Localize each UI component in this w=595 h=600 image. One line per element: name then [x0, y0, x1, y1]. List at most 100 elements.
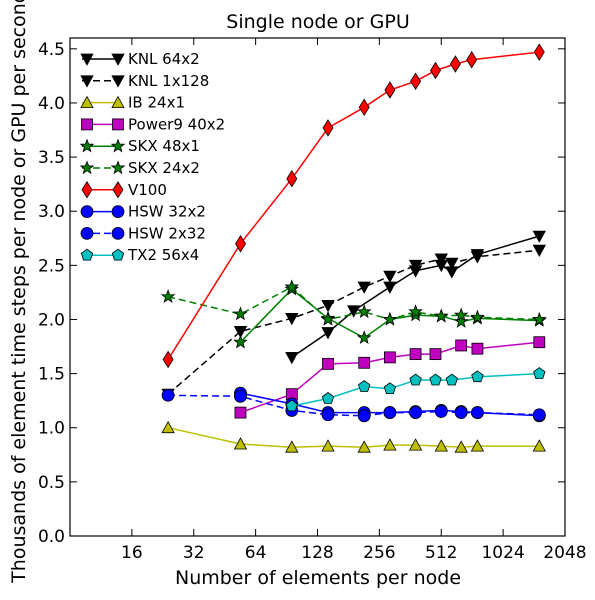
data-point	[470, 309, 485, 324]
data-point	[357, 409, 371, 423]
data-point	[357, 281, 371, 294]
data-point	[471, 342, 484, 355]
series-tx2-56x4	[285, 367, 546, 412]
legend-label: HSW 2x32	[128, 224, 206, 242]
legend-marker	[112, 118, 124, 131]
legend-marker	[111, 53, 125, 66]
data-point	[408, 438, 423, 451]
legend-marker	[80, 226, 94, 240]
data-point	[532, 439, 546, 452]
y-tick-label: 2.0	[38, 310, 65, 330]
legend-label: IB 24x1	[128, 94, 185, 112]
x-tick-label: 16	[121, 543, 143, 563]
data-point	[322, 357, 334, 370]
data-point	[321, 439, 335, 452]
legend-item: KNL 64x2	[80, 50, 200, 68]
legend: KNL 64x2 KNL 1x128 IB 24x1 Power9 40x2 SKX 4…	[79, 50, 225, 264]
data-point	[434, 405, 448, 418]
data-point	[233, 306, 248, 321]
data-point	[320, 311, 336, 326]
legend-label: HSW 32x2	[128, 203, 206, 221]
data-point	[430, 61, 441, 80]
data-point	[408, 304, 423, 319]
data-point	[470, 439, 485, 452]
legend-label: SKX 48x1	[128, 137, 200, 155]
data-point	[160, 289, 176, 303]
series-layer	[160, 43, 547, 453]
data-point	[356, 304, 372, 319]
data-point	[455, 339, 468, 352]
y-tick-label: 3.0	[38, 202, 65, 222]
legend-item: KNL 1x128	[80, 72, 209, 90]
legend-marker	[79, 160, 95, 175]
legend-marker	[80, 53, 94, 66]
legend-item: Power9 40x2	[81, 115, 225, 133]
data-point	[454, 406, 468, 419]
data-point	[235, 234, 246, 253]
legend-marker	[79, 138, 95, 153]
data-point	[383, 438, 397, 451]
data-point	[532, 230, 546, 243]
data-point	[434, 439, 448, 452]
data-point	[531, 311, 547, 326]
data-point	[285, 312, 299, 326]
legend-item: TX2 56x4	[80, 246, 199, 264]
y-tick-label: 2.5	[38, 256, 65, 276]
series-v100	[162, 43, 545, 369]
data-point	[466, 50, 478, 69]
data-point	[322, 119, 334, 137]
series-ib-24x1	[161, 420, 546, 453]
data-point	[382, 311, 398, 326]
data-point	[321, 327, 335, 340]
data-point	[161, 388, 175, 402]
legend-label: TX2 56x4	[127, 246, 199, 264]
data-point	[234, 406, 247, 419]
legend-label: KNL 64x2	[128, 50, 200, 68]
data-point	[358, 98, 370, 117]
data-point	[358, 356, 371, 369]
data-point	[284, 279, 300, 294]
y-tick-label: 1.0	[38, 419, 65, 439]
data-point	[285, 351, 299, 365]
data-point	[429, 348, 442, 361]
data-point	[445, 373, 458, 386]
series-hsw-2x32	[161, 388, 546, 423]
data-point	[454, 440, 468, 453]
legend-item: HSW 32x2	[80, 203, 206, 221]
series-line	[240, 341, 540, 414]
legend-marker	[111, 248, 125, 261]
legend-marker	[111, 95, 125, 108]
axis-ticks: 16 32 64 128 256 512 1024 2048 0.0 0.5 1.0 1.5 2.0 2.…	[38, 38, 587, 563]
data-point	[471, 370, 484, 383]
y-tick-label: 0.0	[38, 527, 65, 547]
data-point	[383, 382, 397, 395]
data-point	[321, 299, 335, 313]
y-tick-label: 1.5	[38, 365, 65, 385]
legend-marker	[81, 118, 93, 131]
data-point	[471, 406, 484, 419]
x-tick-label: 2048	[543, 543, 586, 563]
data-point	[532, 408, 546, 422]
x-tick-label: 128	[301, 543, 333, 563]
data-point	[383, 270, 397, 284]
data-point	[356, 330, 372, 345]
x-tick-label: 32	[183, 543, 205, 563]
y-tick-label: 0.5	[38, 473, 65, 493]
data-point	[410, 72, 422, 91]
data-point	[285, 399, 298, 412]
data-point	[470, 251, 485, 264]
series-line	[291, 235, 540, 359]
plot-frame	[69, 37, 566, 537]
data-point	[234, 389, 247, 403]
legend-label: KNL 1x128	[128, 72, 209, 90]
data-point	[321, 408, 335, 422]
legend-marker	[111, 226, 125, 240]
series-knl-64x2	[285, 230, 546, 365]
data-point	[532, 244, 546, 258]
x-tick-label: 1024	[481, 543, 524, 563]
legend-marker	[112, 181, 124, 199]
data-point	[233, 334, 248, 349]
data-point	[408, 259, 423, 273]
y-tick-label: 3.5	[38, 148, 65, 168]
